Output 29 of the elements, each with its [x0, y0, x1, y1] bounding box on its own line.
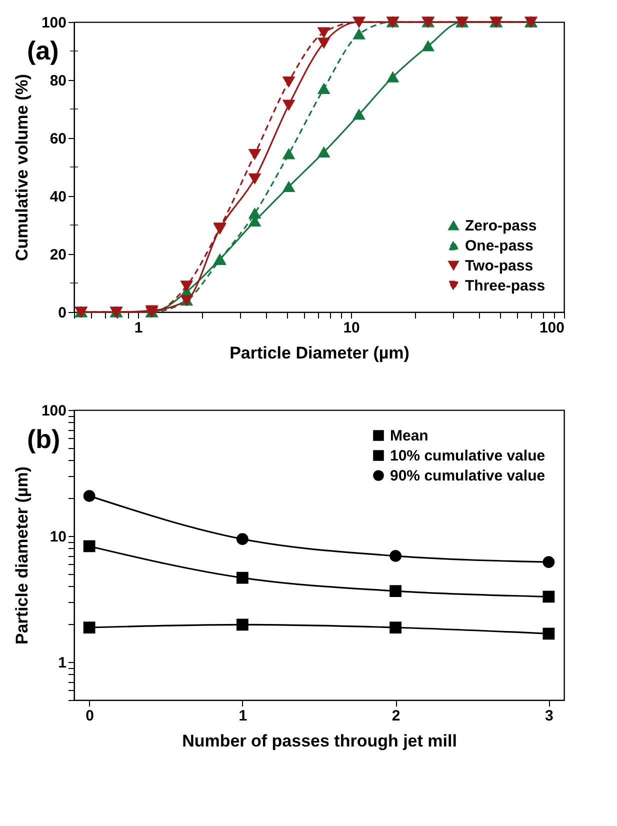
y-tick-label: 100: [41, 402, 66, 420]
x-tick-label: 0: [86, 708, 94, 724]
legend-label: 10% cumulative value: [390, 448, 546, 464]
legend-label: 90% cumulative value: [390, 468, 546, 484]
x-tick-label: 3: [545, 708, 554, 724]
y-tick-label: 60: [50, 130, 66, 148]
legend-label: Three-pass: [465, 278, 546, 294]
y-tick-label: 80: [50, 72, 66, 90]
legend-label: Mean: [390, 428, 428, 444]
x-tick-label: 1: [238, 708, 248, 724]
x-axis-title: Particle Diameter (µm): [230, 344, 410, 362]
y-tick-label: 1: [58, 654, 66, 672]
x-tick-label: 100: [539, 320, 564, 336]
y-axis-title: Particle diameter (µm): [12, 466, 32, 644]
y-tick-label: 10: [50, 528, 66, 546]
x-axis-title: Number of passes through jet mill: [182, 732, 457, 750]
y-tick-label: 40: [50, 188, 66, 206]
x-tick-label: 2: [392, 708, 400, 724]
legend-label: One-pass: [465, 238, 534, 254]
y-axis-title: Cumulative volume (%): [12, 74, 32, 262]
x-tick-label: 1: [134, 320, 143, 336]
legend-label: Zero-pass: [465, 218, 537, 234]
text: (a): [26, 36, 59, 66]
y-tick-label: 0: [58, 304, 66, 322]
legend-label: Two-pass: [465, 258, 534, 274]
y-tick-label: 20: [50, 246, 66, 264]
x-tick-label: 10: [343, 320, 360, 336]
y-tick-label: 100: [41, 14, 66, 32]
text: (b): [26, 424, 60, 454]
